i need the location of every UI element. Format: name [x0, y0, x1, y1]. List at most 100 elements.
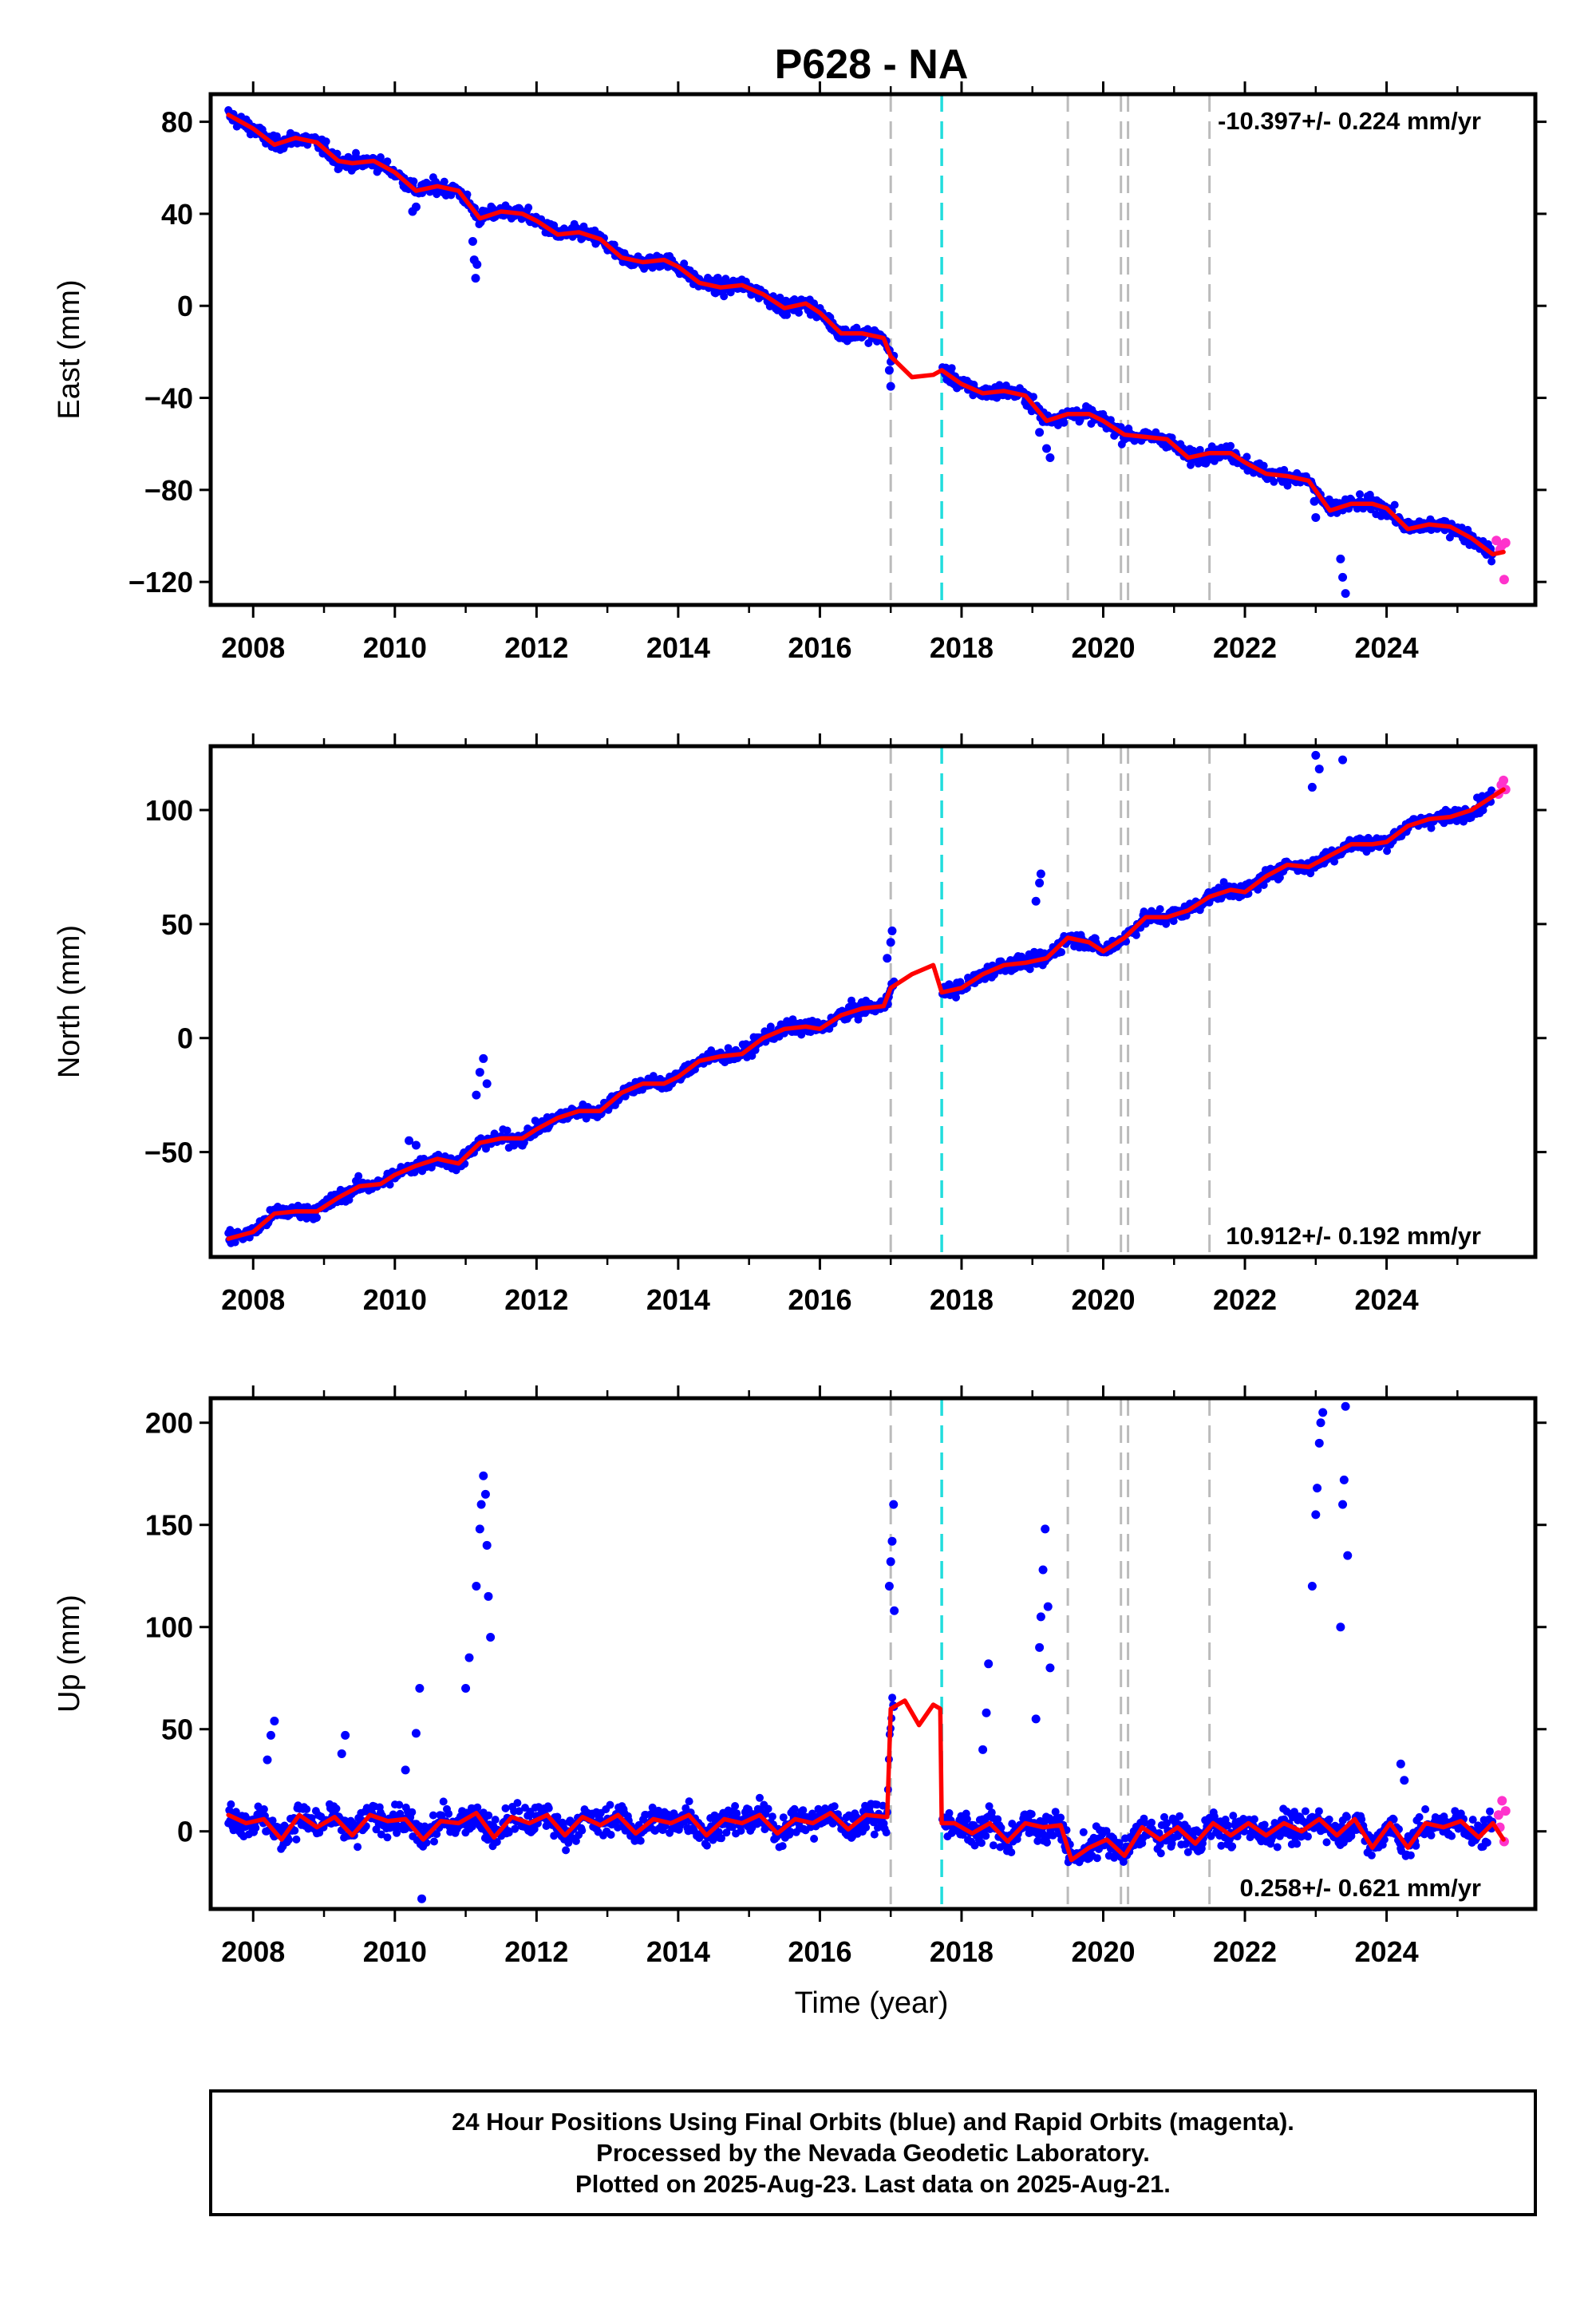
y-tick-label: 50 — [161, 908, 193, 941]
y-axis-label: Up (mm) — [53, 1595, 86, 1713]
data-point — [1486, 1807, 1494, 1816]
data-point — [733, 1809, 741, 1818]
data-point — [854, 1015, 863, 1024]
data-point — [376, 153, 385, 161]
outlier-point — [341, 1730, 350, 1740]
data-point — [524, 204, 533, 212]
footer-line-1: 24 Hour Positions Using Final Orbits (bl… — [452, 2108, 1294, 2136]
outlier-point — [1031, 1714, 1041, 1724]
data-point — [636, 1836, 645, 1845]
data-point — [808, 1809, 816, 1818]
plot-frame — [208, 92, 1538, 607]
outlier-point — [884, 366, 894, 375]
data-point — [978, 1839, 986, 1848]
outlier-point — [1318, 1408, 1328, 1417]
outlier-point — [471, 274, 480, 283]
data-point — [1163, 1819, 1171, 1828]
x-tick-label: 2014 — [646, 631, 710, 664]
data-point — [571, 1836, 580, 1845]
data-point — [1167, 1840, 1176, 1848]
outlier-point — [266, 1730, 275, 1740]
data-point — [1033, 1836, 1042, 1845]
data-point — [1148, 1818, 1156, 1827]
data-point — [985, 1802, 994, 1811]
outlier-point — [1036, 869, 1045, 879]
outlier-point — [1336, 554, 1345, 563]
data-point — [1367, 1851, 1376, 1860]
data-point — [768, 1812, 776, 1821]
data-point — [1049, 1831, 1057, 1840]
model-curve — [226, 1698, 1506, 1863]
y-axis-label: North (mm) — [53, 925, 86, 1078]
x-tick-label: 2024 — [1355, 1935, 1419, 1968]
data-point — [722, 1828, 731, 1837]
data-point — [1427, 1831, 1436, 1840]
x-tick-label: 2012 — [504, 1935, 568, 1968]
outlier-point — [1311, 512, 1321, 522]
y-tick-label: −120 — [128, 566, 193, 599]
data-point — [429, 1811, 437, 1820]
x-tick-label: 2010 — [363, 631, 427, 664]
footer-box: 24 Hour Positions Using Final Orbits (bl… — [209, 2089, 1537, 2216]
plot-frame — [208, 744, 1538, 1259]
data-point — [810, 1835, 819, 1843]
data-point — [795, 308, 803, 317]
data-point — [764, 1804, 772, 1813]
outlier-point — [984, 1659, 994, 1669]
y-tick-label: 50 — [161, 1713, 193, 1746]
data-point — [385, 1180, 394, 1189]
data-point — [1389, 1815, 1398, 1824]
data-point — [553, 1812, 562, 1821]
data-point — [444, 1809, 453, 1818]
data-point — [251, 1824, 260, 1832]
data-point — [702, 1841, 711, 1850]
x-tick-label: 2024 — [1355, 631, 1419, 664]
model-curve — [226, 113, 1506, 557]
data-point — [284, 1836, 293, 1844]
data-point — [227, 1800, 235, 1808]
east-panel: 80 40 0 −40 −80 −120 2008 2010 2012 2014 2016 2018 2… — [53, 81, 1547, 664]
x-tick-label: 2010 — [363, 1935, 427, 1968]
outlier-point — [479, 1471, 488, 1480]
x-tick-label: 2018 — [930, 1935, 994, 1968]
data-point — [515, 1807, 523, 1816]
data-point — [491, 1816, 500, 1824]
data-point — [707, 1046, 716, 1055]
outlier-point — [1339, 1475, 1349, 1484]
y-tick-label: −50 — [144, 1136, 193, 1169]
data-point — [737, 1827, 745, 1835]
data-point — [994, 1815, 1002, 1824]
outlier-point — [337, 1749, 346, 1758]
data-point — [393, 1828, 401, 1837]
x-tick-label: 2022 — [1213, 1283, 1277, 1316]
outlier-point — [1338, 755, 1348, 765]
outlier-point — [1341, 1401, 1350, 1411]
data-point — [511, 1824, 519, 1833]
data-point — [1275, 1832, 1284, 1840]
data-point — [1273, 1843, 1282, 1852]
data-point — [1383, 847, 1392, 856]
outlier-point — [883, 954, 892, 963]
x-tick-label: 2010 — [363, 1283, 427, 1316]
y-tick-label: −80 — [144, 474, 193, 507]
data-point — [439, 1797, 448, 1806]
data-point — [1412, 1841, 1420, 1850]
data-point — [862, 1823, 871, 1832]
data-point — [383, 157, 392, 166]
data-point — [982, 1832, 990, 1840]
outlier-point — [978, 1745, 988, 1754]
outlier-point — [472, 1090, 481, 1100]
outlier-point — [1038, 1565, 1048, 1575]
outlier-point — [270, 1716, 279, 1725]
data-point — [1468, 1816, 1477, 1824]
y-axis-label: East (mm) — [53, 279, 86, 419]
data-point — [440, 177, 448, 186]
data-point — [354, 1172, 363, 1180]
outlier-point — [1307, 782, 1317, 792]
x-tick-label: 2016 — [788, 1935, 851, 1968]
final-orbit-points — [224, 750, 1497, 1247]
outlier-point — [411, 1729, 421, 1738]
x-tick-label: 2024 — [1355, 1283, 1419, 1316]
data-point — [1314, 1807, 1323, 1816]
data-point — [1421, 1805, 1430, 1813]
